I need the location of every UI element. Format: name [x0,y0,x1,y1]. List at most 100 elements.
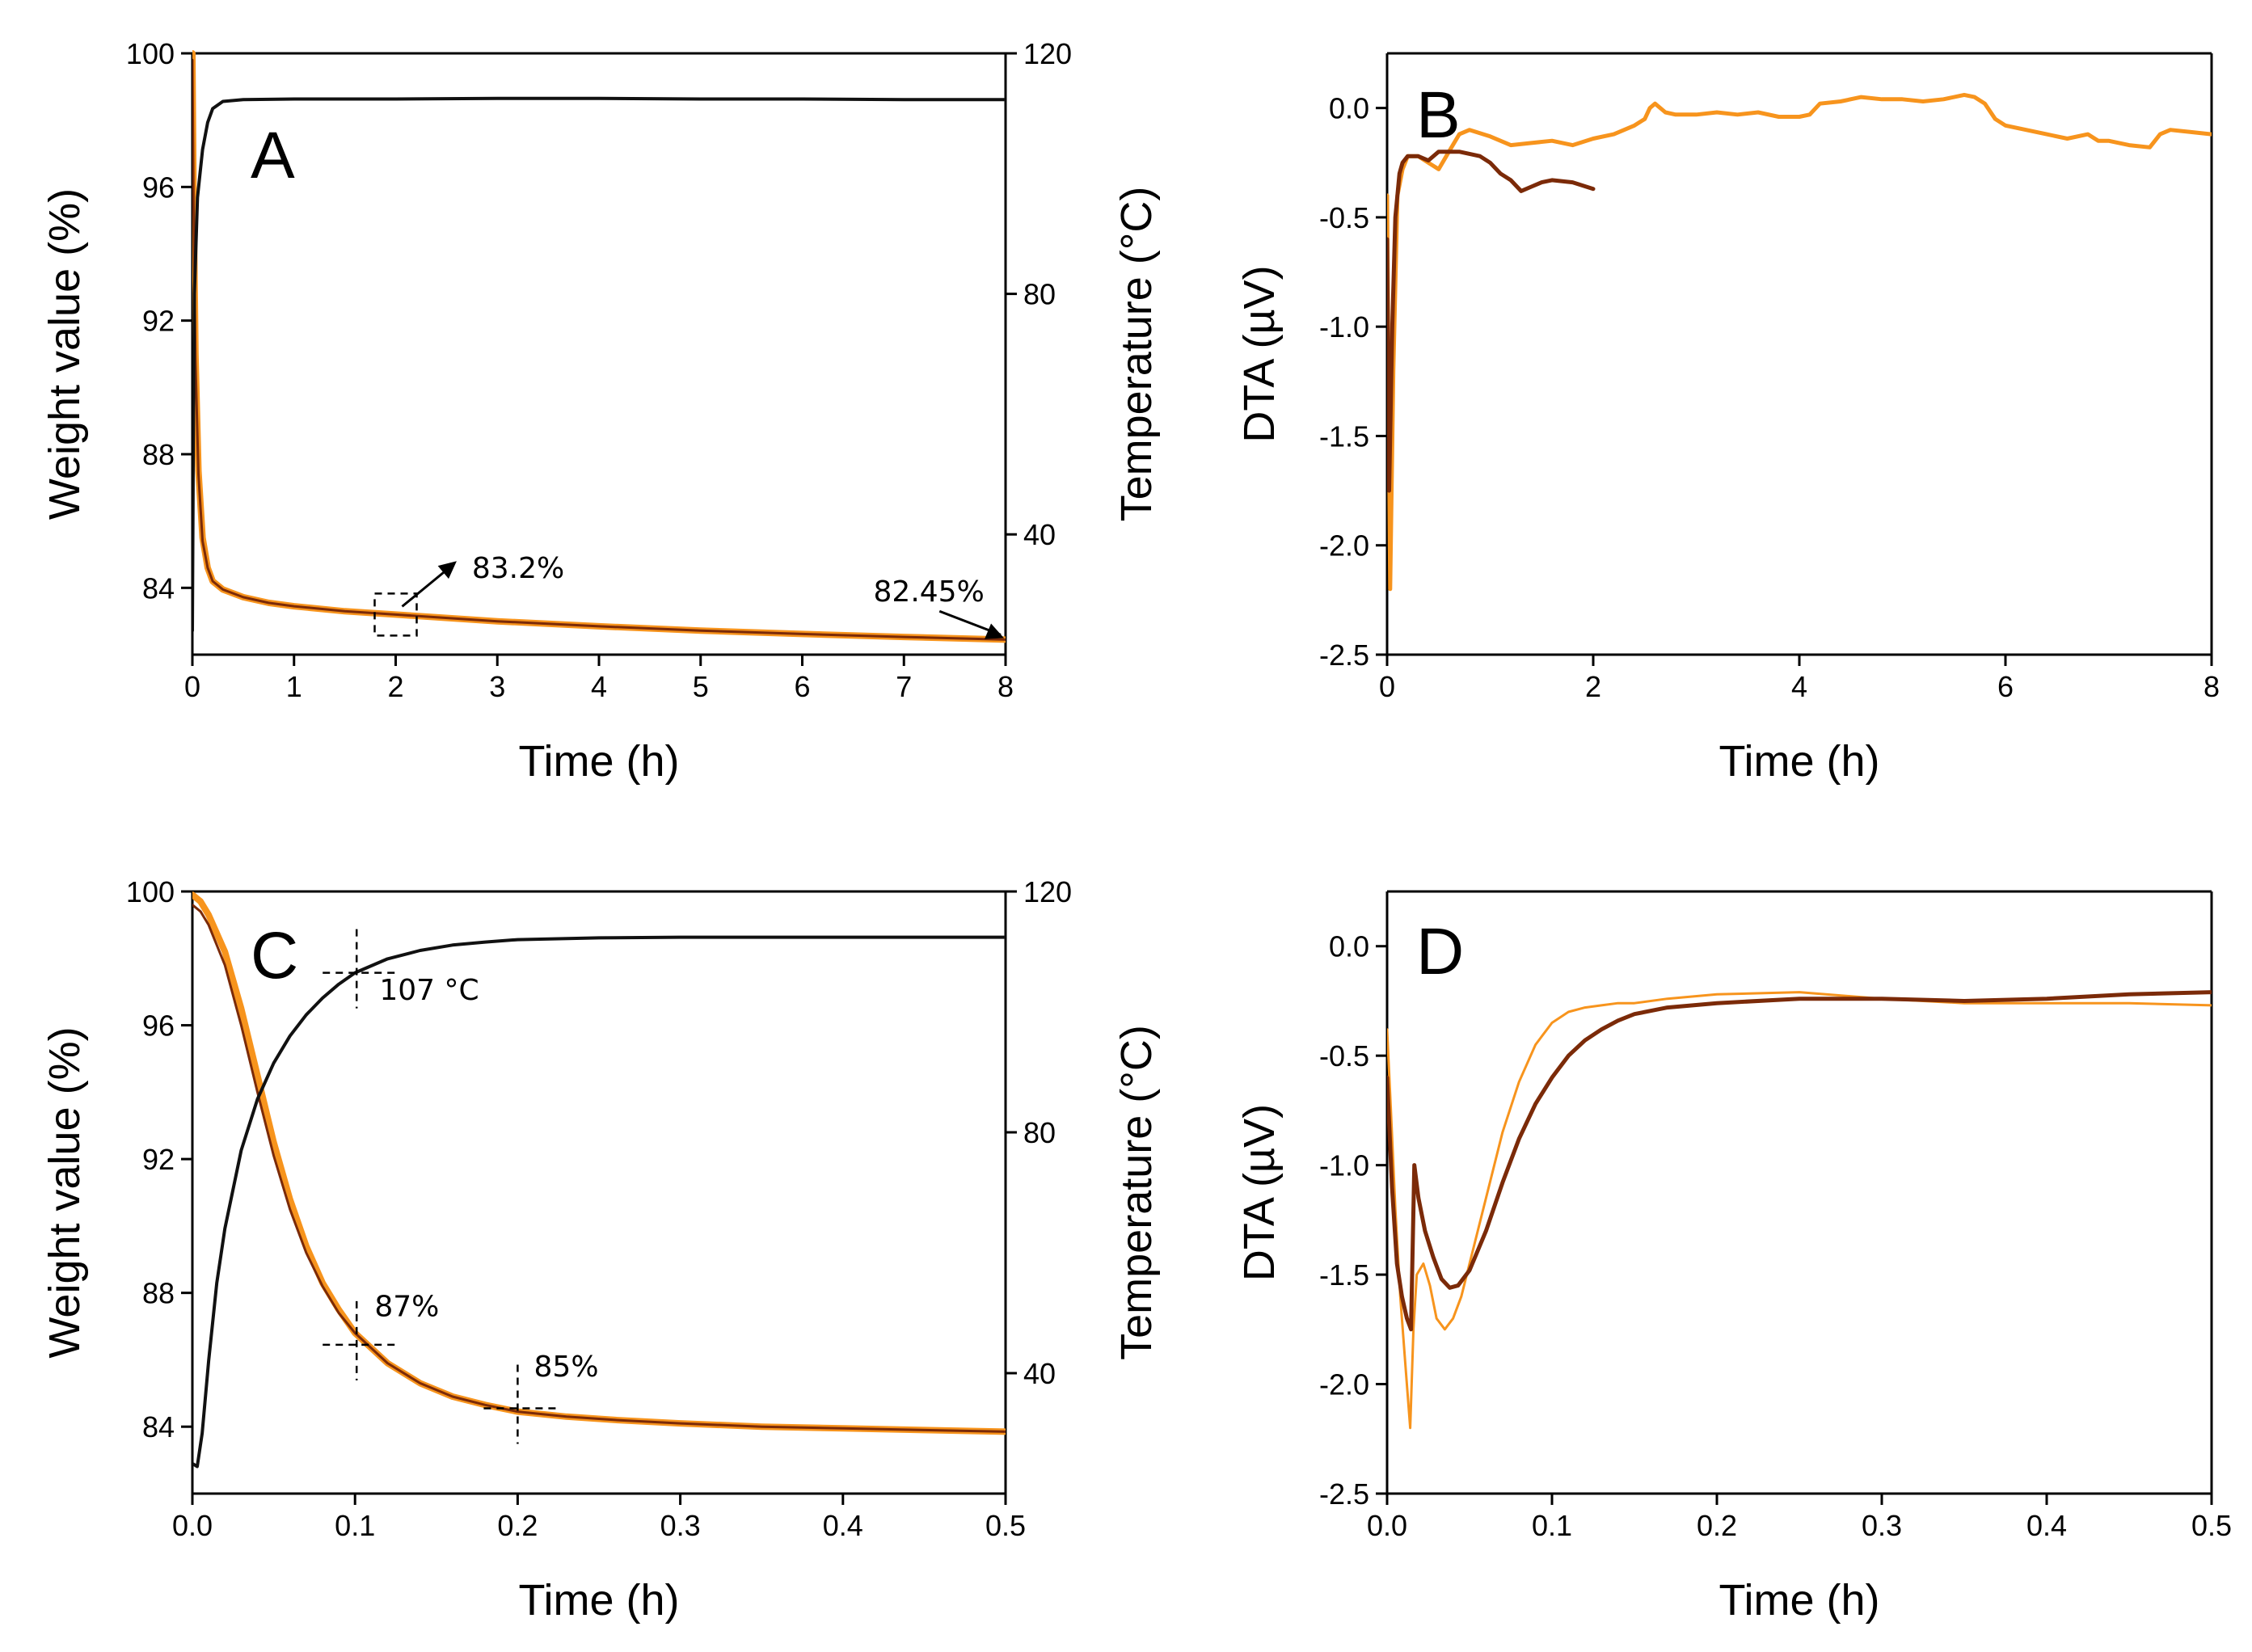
panel-label: B [1416,78,1461,152]
x-tick-label: 7 [896,670,912,703]
x-ticks: 0 2 4 6 8 [1379,655,2220,703]
y-tick-label: 96 [142,171,175,204]
panel-C: 0.0 0.1 0.2 0.3 0.4 0.5 84 88 92 96 100 40 80 120 Time… [40,875,1161,1625]
y-tick-label: -0.5 [1319,1039,1369,1073]
zoom-box [373,592,418,637]
series-line-temperature [192,935,1006,1469]
y2-tick-label: 80 [1023,1116,1056,1149]
x-tick-label: 0 [1379,670,1395,703]
y2-tick-label: 80 [1023,278,1056,311]
x-tick-label: 8 [997,670,1014,703]
y-tick-label: 92 [142,1143,175,1176]
series-line-weight-value-dark- [192,58,1006,641]
x-tick-label: 0.4 [823,1509,863,1542]
x-ticks: 0 1 2 3 4 5 6 7 8 [184,655,1014,703]
y2-tick-label: 40 [1023,1357,1056,1390]
panel-B: 0 2 4 6 8 -2.5 -2.0 -1.5 -1.0 -0.5 0.0 Time (h) DTA … [1235,52,2220,786]
y-tick-label: -1.5 [1319,419,1369,453]
annotation-text: 83.2% [472,552,564,585]
x-tick-label: 0.5 [2191,1509,2232,1542]
y-tick-label: -1.0 [1319,1149,1369,1182]
annotation-text: 107 °C [379,974,479,1007]
annotation-text: 85% [534,1351,599,1384]
x-tick-label: 0 [184,670,200,703]
y-ticks: -2.5 -2.0 -1.5 -1.0 -0.5 0.0 [1319,930,1387,1511]
x-tick-label: 0.3 [1862,1509,1902,1542]
series-line-weight-value-orange- [192,50,1006,643]
y2-ticks: 40 80 120 [1006,37,1072,551]
y-tick-label: 84 [142,571,175,605]
x-tick-label: 0.4 [2026,1509,2067,1542]
y-axis-title: Weight value (%) [40,1026,89,1358]
panel-label: A [251,119,295,192]
y-tick-label: 84 [142,1410,175,1443]
x-tick-label: 6 [794,670,810,703]
series-group [192,50,1006,643]
annotations: 83.2% 82.45% [472,552,985,609]
panel-A: 0 1 2 3 4 5 6 7 8 84 88 92 96 100 40 80 120 Time (h) Weigh… [40,37,1161,786]
plot-frame [191,52,1007,656]
x-tick-label: 0.2 [1697,1509,1737,1542]
x-tick-label: 0.0 [172,1509,213,1542]
annotation-text: 82.45% [874,575,985,609]
y2-tick-label: 40 [1023,518,1056,551]
x-tick-label: 0.1 [335,1509,375,1542]
series-line-weight-value-dark- [192,904,1006,1433]
panel-C-markers [323,929,559,1444]
y-tick-label: -2.0 [1319,529,1369,563]
x-tick-label: 0.1 [1532,1509,1572,1542]
x-axis-title: Time (h) [1719,1576,1880,1625]
series-line-weight-value-orange- [192,891,1006,1435]
x-ticks: 0.0 0.1 0.2 0.3 0.4 0.5 [172,1494,1026,1542]
series-line-dta-dark- [1387,150,1596,493]
y2-axis-title: Temperature (°C) [1112,187,1161,522]
y-tick-label: 100 [126,37,175,70]
panel-label: D [1416,915,1464,988]
x-tick-label: 8 [2204,670,2220,703]
annotation-text: 87% [374,1291,439,1324]
x-tick-label: 2 [1585,670,1601,703]
panel-label: C [251,919,298,992]
y-axis-title: DTA (µV) [1235,265,1284,442]
series-line-dta-orange- [1387,991,2212,1430]
y2-ticks: 40 80 120 [1006,875,1072,1390]
y-tick-label: 0.0 [1329,92,1369,125]
y2-tick-label: 120 [1023,875,1072,908]
y-tick-label: -1.0 [1319,310,1369,343]
x-tick-label: 4 [591,670,607,703]
panel-A-markers [373,561,1004,639]
x-tick-label: 5 [693,670,709,703]
x-tick-label: 0.3 [660,1509,701,1542]
y2-tick-label: 120 [1023,37,1072,70]
series-line-dta-dark- [1387,990,2212,1332]
y-ticks: 84 88 92 96 100 [126,875,192,1443]
plot-frame [1385,890,2213,1495]
y-tick-label: -2.5 [1319,638,1369,672]
y-ticks: -2.5 -2.0 -1.5 -1.0 -0.5 0.0 [1319,92,1387,672]
x-axis-title: Time (h) [519,737,680,786]
series-group [192,891,1006,1469]
y-tick-label: -0.5 [1319,201,1369,234]
y-tick-label: -2.0 [1319,1368,1369,1401]
y-axis-title: DTA (µV) [1235,1104,1284,1281]
series-line-dta-orange- [1387,92,2212,592]
y-tick-label: 96 [142,1009,175,1043]
x-axis-title: Time (h) [1719,737,1880,786]
series-group [1387,990,2212,1430]
y-tick-label: 88 [142,1277,175,1310]
y2-axis-title: Temperature (°C) [1112,1025,1161,1360]
x-tick-label: 0.0 [1367,1509,1407,1542]
y-tick-label: 88 [142,438,175,471]
series-line-temperature [192,96,1006,633]
panel-D: 0.0 0.1 0.2 0.3 0.4 0.5 -2.5 -2.0 -1.5 -1.0 -0.5 0.… [1235,890,2232,1625]
y-tick-label: -1.5 [1319,1258,1369,1292]
y-tick-label: 100 [126,875,175,908]
y-tick-label: 0.0 [1329,930,1369,963]
arrow-head [985,623,1004,639]
x-tick-label: 0.5 [985,1509,1026,1542]
x-tick-label: 6 [1997,670,2014,703]
x-tick-label: 4 [1791,670,1807,703]
arrow-head [437,561,457,579]
y-tick-label: 92 [142,305,175,338]
